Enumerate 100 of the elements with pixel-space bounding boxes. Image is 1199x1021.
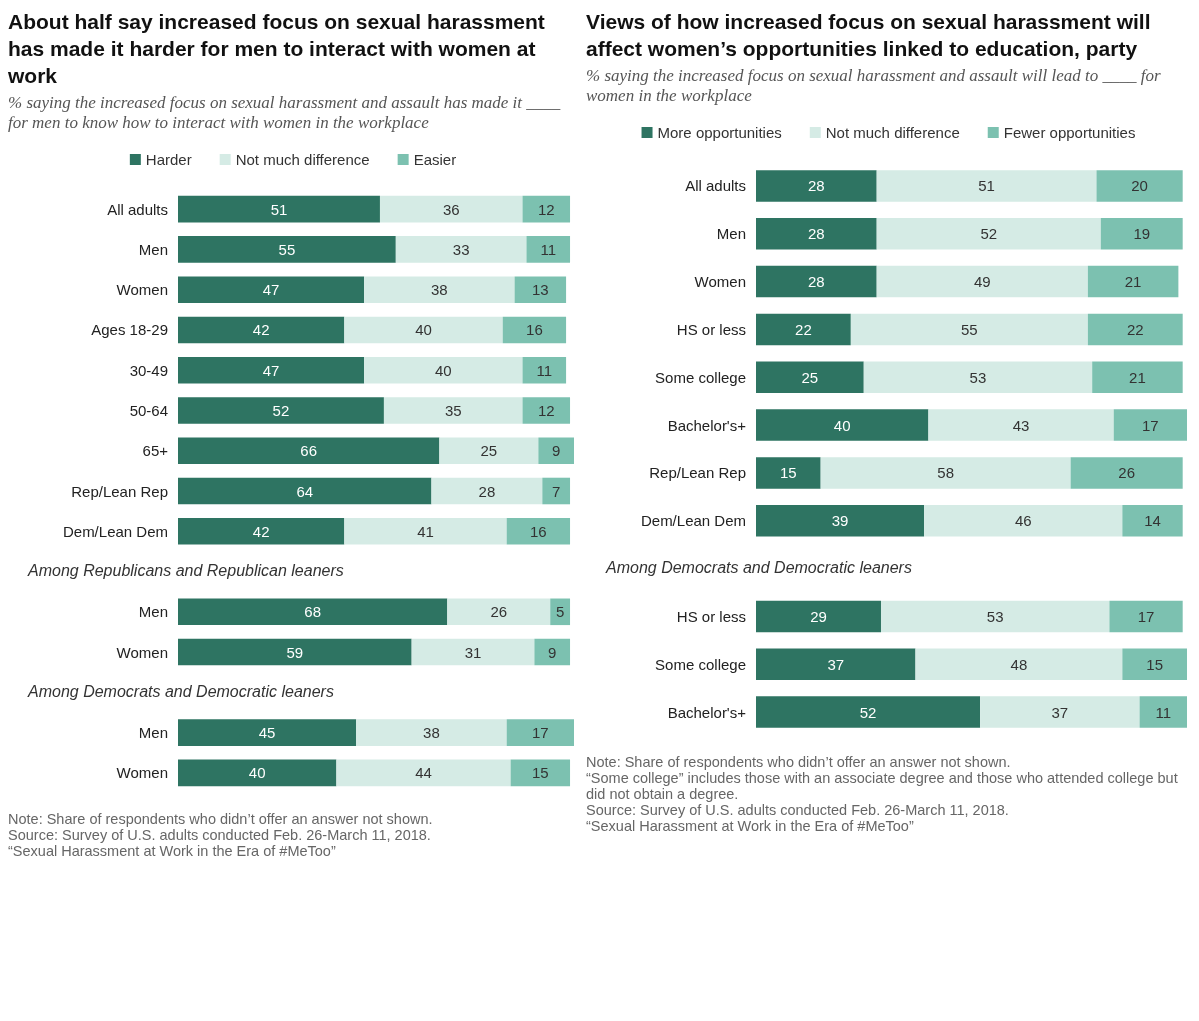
bar xyxy=(506,719,574,746)
bar xyxy=(1092,361,1183,394)
data-label: 36 xyxy=(442,200,460,218)
data-label: 15 xyxy=(532,764,549,782)
y-tick-label: Women xyxy=(116,764,168,782)
bar xyxy=(178,236,396,263)
data-label: 53 xyxy=(969,368,987,386)
bar xyxy=(178,437,440,465)
data-label: 40 xyxy=(248,764,266,782)
data-label: 17 xyxy=(1137,607,1155,625)
bar xyxy=(178,759,337,787)
data-label: 41 xyxy=(417,522,434,540)
data-label: 7 xyxy=(552,482,561,500)
data-label: 51 xyxy=(270,200,288,218)
data-label: 68 xyxy=(304,603,321,621)
bar xyxy=(756,313,851,346)
y-tick-label: All adults xyxy=(685,177,746,195)
bar xyxy=(439,437,539,465)
data-label: 48 xyxy=(1010,655,1028,673)
data-label: 25 xyxy=(801,368,819,386)
bar xyxy=(514,276,567,303)
bar xyxy=(522,397,571,424)
data-label: 42 xyxy=(252,522,270,540)
data-label: 38 xyxy=(431,281,448,299)
data-label: 15 xyxy=(1146,655,1164,673)
bar xyxy=(502,316,567,344)
bar xyxy=(880,600,1110,633)
bar xyxy=(756,170,877,202)
bar xyxy=(756,361,864,394)
data-label: 17 xyxy=(1142,416,1159,434)
bar xyxy=(915,648,1123,681)
bar xyxy=(178,356,365,384)
bar xyxy=(178,195,380,223)
data-label: 33 xyxy=(452,240,470,258)
bar xyxy=(1113,409,1187,441)
data-label: 37 xyxy=(1051,703,1069,721)
y-tick-label: Women xyxy=(694,273,746,291)
y-tick-label: Among Republicans and Republican leaners xyxy=(27,562,344,580)
data-label: 40 xyxy=(833,416,851,434)
bar xyxy=(820,457,1071,489)
y-tick-label: Some college xyxy=(655,655,746,673)
data-label: 52 xyxy=(272,401,290,419)
data-label: 22 xyxy=(795,320,812,338)
bar xyxy=(178,477,432,505)
chart-title: About half say increased focus on sexual harassment has made it harder for men to interact with women at work xyxy=(8,9,546,89)
data-label: 47 xyxy=(262,281,280,299)
data-label: 12 xyxy=(537,200,555,218)
bar xyxy=(1139,696,1187,728)
y-tick-label: Men xyxy=(138,603,168,621)
data-label: 52 xyxy=(980,225,998,243)
data-label: 28 xyxy=(808,177,825,195)
bar xyxy=(383,397,523,424)
y-tick-label: Rep/Lean Rep xyxy=(71,482,168,500)
data-label: 9 xyxy=(548,643,557,661)
bar xyxy=(178,276,365,303)
data-label: 28 xyxy=(808,225,825,243)
bar xyxy=(344,517,507,545)
y-tick-label: Bachelor's+ xyxy=(667,416,747,434)
bar xyxy=(178,316,345,344)
data-label: 12 xyxy=(537,401,555,419)
bar xyxy=(178,517,345,545)
data-label: 66 xyxy=(300,442,318,460)
bar xyxy=(1087,265,1179,298)
data-label: 44 xyxy=(415,764,432,782)
bar xyxy=(411,638,535,666)
chart-subtitle: % saying the increased focus on sexual harassment and assault has made it ____ for men to know how to interact with women in the workplace xyxy=(8,93,562,133)
data-label: 22 xyxy=(1126,320,1144,338)
data-label: 55 xyxy=(961,320,978,338)
bar xyxy=(876,265,1088,298)
data-label: 47 xyxy=(262,361,280,379)
data-label: 21 xyxy=(1129,368,1146,386)
y-tick-label: Some college xyxy=(655,368,746,386)
y-tick-label: Women xyxy=(116,643,168,661)
y-tick-label: Dem/Lean Dem xyxy=(62,522,168,540)
legend-label: Not much difference xyxy=(235,151,370,168)
y-tick-label: Among Democrats and Democratic leaners xyxy=(27,682,334,700)
bar xyxy=(178,638,412,666)
y-tick-label: Dem/Lean Dem xyxy=(640,512,746,530)
bar xyxy=(756,504,925,537)
bar xyxy=(1122,504,1183,537)
data-label: 13 xyxy=(532,281,549,299)
y-tick-label: Men xyxy=(138,724,168,742)
data-label: 17 xyxy=(532,724,549,742)
source-note: Source: Survey of U.S. adults conducted Feb. 26-March 11, 2018. xyxy=(8,827,432,843)
bar xyxy=(522,195,571,223)
data-label: 45 xyxy=(258,724,276,742)
bar xyxy=(1122,648,1187,681)
bar xyxy=(379,195,523,223)
bar xyxy=(356,719,507,746)
data-label: 26 xyxy=(490,603,508,621)
y-tick-label: Women xyxy=(116,281,168,299)
data-label: 11 xyxy=(536,361,553,379)
bar xyxy=(756,457,821,489)
data-label: 5 xyxy=(555,603,565,621)
data-label: 21 xyxy=(1124,273,1142,291)
legend-label: More opportunities xyxy=(657,124,782,141)
data-label: 9 xyxy=(552,442,561,460)
data-label: 16 xyxy=(526,321,543,339)
bar xyxy=(756,409,929,441)
bar xyxy=(364,276,515,303)
